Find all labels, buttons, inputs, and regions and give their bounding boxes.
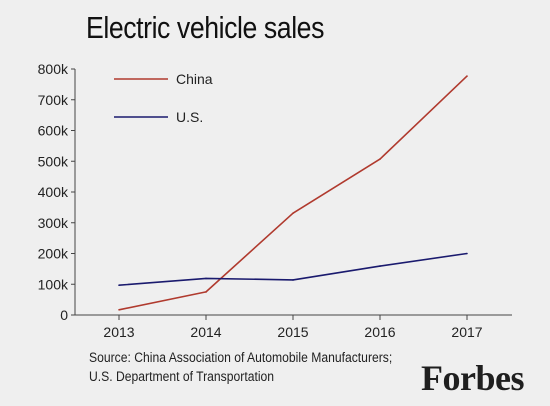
y-tick-label: 400k bbox=[38, 184, 69, 200]
source-line-1: Source: China Association of Automobile … bbox=[89, 350, 393, 365]
legend-label: U.S. bbox=[176, 109, 203, 125]
y-tick-label: 800k bbox=[38, 61, 69, 77]
forbes-logo: Forbes bbox=[421, 358, 524, 398]
data-point bbox=[118, 308, 120, 311]
data-point bbox=[379, 265, 381, 267]
data-point bbox=[292, 212, 294, 215]
y-tick-label: 500k bbox=[38, 153, 69, 169]
source-line-2: U.S. Department of Transportation bbox=[89, 369, 275, 384]
data-point bbox=[205, 291, 207, 293]
data-point bbox=[118, 284, 120, 286]
chart-title: Electric vehicle sales bbox=[86, 10, 324, 45]
y-tick-label: 600k bbox=[38, 123, 69, 139]
data-point bbox=[205, 277, 207, 280]
y-tick-label: 200k bbox=[38, 246, 69, 262]
data-point bbox=[292, 279, 294, 281]
data-point bbox=[379, 158, 381, 160]
x-tick-label: 2014 bbox=[190, 324, 221, 340]
data-point bbox=[466, 252, 468, 255]
y-tick-label: 0 bbox=[60, 307, 68, 323]
x-tick-label: 2016 bbox=[364, 324, 395, 340]
x-tick-label: 2015 bbox=[277, 324, 308, 340]
x-tick-label: 2017 bbox=[451, 324, 482, 340]
legend-label: China bbox=[176, 71, 213, 87]
source-note: Source: China Association of Automobile … bbox=[89, 348, 392, 386]
x-tick-label: 2013 bbox=[103, 324, 134, 340]
series-line-china bbox=[118, 75, 468, 311]
data-point bbox=[466, 75, 468, 77]
y-tick-label: 100k bbox=[38, 276, 69, 292]
y-tick-label: 300k bbox=[38, 215, 69, 231]
y-tick-label: 700k bbox=[38, 92, 69, 108]
